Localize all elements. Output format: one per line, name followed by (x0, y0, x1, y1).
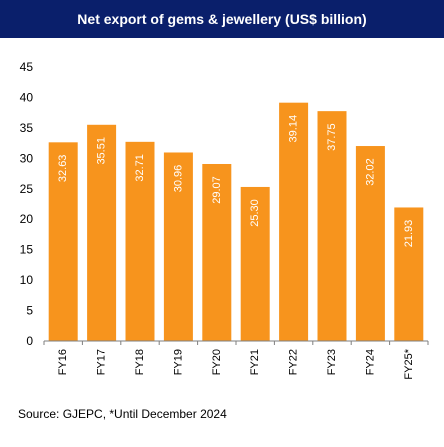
y-tick-label: 15 (20, 243, 34, 257)
y-tick-label: 40 (20, 90, 34, 104)
x-tick-label: FY21 (249, 349, 261, 375)
x-tick-label: FY16 (57, 349, 69, 375)
y-tick-label: 25 (20, 182, 34, 196)
bar-FY25 (394, 207, 424, 341)
x-tick-label: FY25* (403, 348, 415, 379)
y-tick-label: 35 (20, 121, 34, 135)
x-axis: FY16 FY17 FY18 FY19 FY20 FY21 FY22 FY23 FY24 FY25… (43, 340, 429, 380)
bar-value-label: 37.75 (326, 123, 338, 151)
bar-FY20 (202, 163, 232, 341)
bar-value-labels: 32.63 35.51 32.71 30.96 29.07 25.30 39.14 37.75… (57, 115, 415, 247)
bar-FY18 (125, 141, 155, 341)
x-tick-label: FY23 (326, 349, 338, 375)
chart-title: Net export of gems & jewellery (US$ bill… (77, 11, 367, 27)
bar-chart: 0 5 10 15 20 25 30 35 40 45 32.63 35.51 32.71 30.96 2… (20, 60, 429, 380)
y-tick-label: 30 (20, 151, 34, 165)
x-tick-label: FY18 (134, 349, 146, 375)
bar-value-label: 25.30 (249, 199, 261, 227)
y-tick-label: 5 (26, 304, 33, 318)
bar-FY19 (163, 152, 193, 341)
y-tick-label: 10 (20, 273, 34, 287)
bar-FY22 (279, 102, 309, 342)
bar-FY17 (87, 124, 117, 341)
bar-FY21 (240, 186, 270, 341)
bar-value-label: 32.71 (134, 154, 146, 182)
y-tick-label: 0 (26, 334, 33, 348)
bars-group (48, 102, 424, 342)
x-tick-label: FY17 (96, 349, 108, 375)
y-tick-label: 20 (20, 212, 34, 226)
bar-value-label: 32.63 (57, 155, 69, 183)
bar-value-label: 35.51 (96, 137, 108, 165)
x-tick-label: FY19 (172, 349, 184, 375)
y-axis: 0 5 10 15 20 25 30 35 40 45 (20, 60, 34, 348)
source-note: Source: GJEPC, *Until December 2024 (18, 407, 227, 421)
x-tick-label: FY20 (211, 349, 223, 375)
chart-title-bar: Net export of gems & jewellery (US$ bill… (0, 0, 444, 38)
bar-value-label: 29.07 (211, 176, 223, 204)
bar-FY24 (355, 146, 385, 341)
bar-value-label: 30.96 (172, 165, 184, 193)
bar-FY23 (317, 111, 347, 342)
bar-value-label: 39.14 (288, 115, 300, 143)
x-tick-label: FY24 (364, 349, 376, 375)
bar-value-label: 32.02 (364, 158, 376, 186)
bar-value-label: 21.93 (403, 220, 415, 248)
x-tick-label: FY22 (288, 349, 300, 375)
y-tick-label: 45 (20, 60, 34, 74)
bar-FY16 (48, 142, 78, 341)
